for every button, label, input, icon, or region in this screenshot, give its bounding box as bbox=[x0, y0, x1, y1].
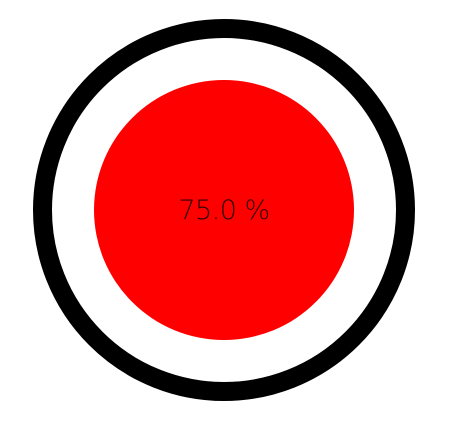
gauge-indicator-disc bbox=[94, 80, 354, 340]
gauge-value-label: 75.0 % bbox=[178, 194, 270, 226]
